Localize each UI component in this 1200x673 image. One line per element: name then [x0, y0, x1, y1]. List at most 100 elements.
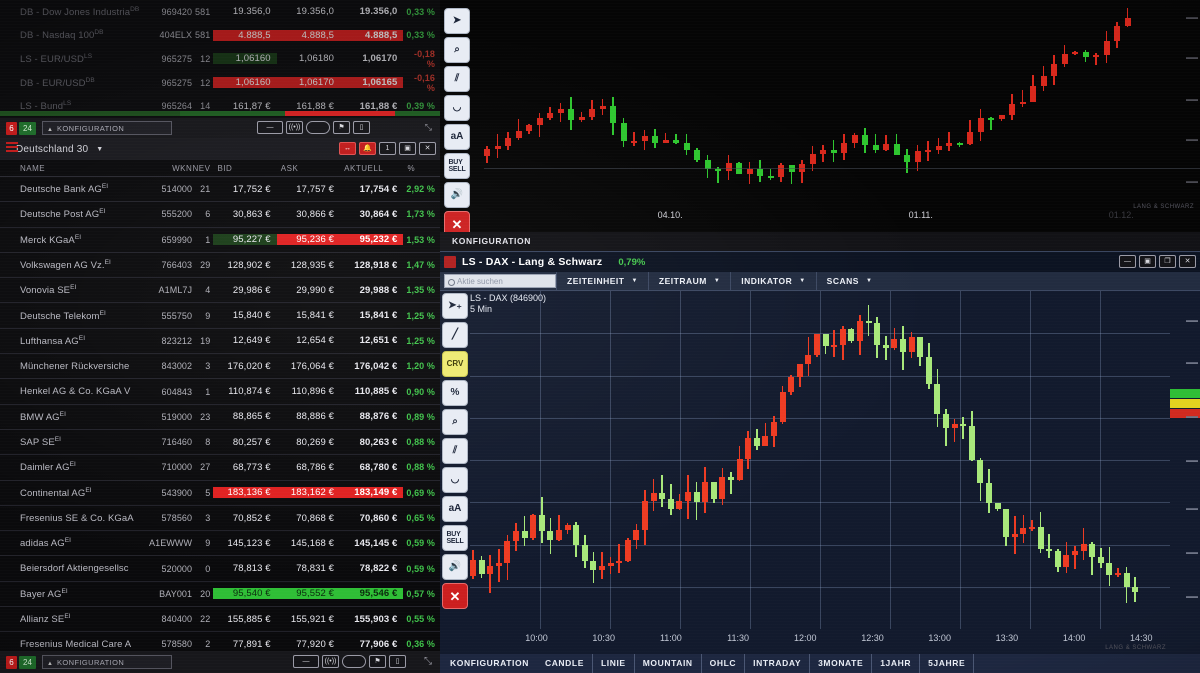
table-row[interactable]: Beiersdorf Aktiengesellsc 520000 0 78,813 €… — [0, 556, 440, 582]
table-row[interactable]: Daimler AGEI 710000 27 68,773 € 68,786 € 68,7… — [0, 455, 440, 481]
minimize-button-bottom[interactable]: — — [293, 655, 319, 668]
table-row[interactable]: BMW AGEI 519000 23 88,865 € 88,886 € 88,876 €… — [0, 405, 440, 430]
resize-handle-icon[interactable]: ⤡ — [424, 122, 432, 132]
table-row[interactable]: Lufthansa AGEI 823212 19 12,649 € 12,654 € 12… — [0, 329, 440, 355]
column-header[interactable]: WKN — [172, 163, 193, 173]
cursor-plus-icon[interactable]: ➤₊ — [442, 293, 468, 319]
top-chart-plot[interactable] — [484, 0, 1200, 205]
flag-icon-bottom[interactable]: ⚑ — [369, 655, 386, 668]
expand-h-button[interactable]: ↔ — [339, 142, 356, 155]
parallel-lines-icon[interactable]: ⫽ — [444, 66, 470, 92]
table-row[interactable]: DB - Dow Jones IndustriaDB 969420 581 19.35… — [0, 0, 440, 24]
table-row[interactable]: SAP SEEI 716460 8 80,257 € 80,269 € 80,263 € 0… — [0, 430, 440, 456]
resize-handle-icon-bottom[interactable]: ⤡ — [424, 656, 432, 667]
signal-button-bottom[interactable]: ((•)) — [322, 655, 339, 668]
status-item-5jahre[interactable]: 5JAHRE — [920, 654, 975, 673]
trendline-icon[interactable]: ╱ — [442, 322, 468, 348]
table-row[interactable]: Fresenius SE & Co. KGaA 578560 3 70,852 € 70… — [0, 506, 440, 532]
buy-sell-icon[interactable]: BUY SELL — [444, 153, 470, 179]
table-row[interactable]: Continental AGEI 543900 5 183,136 €183,162 … — [0, 481, 440, 506]
table-row[interactable]: Deutsche Bank AGEI 514000 21 17,752 € 17,757… — [0, 177, 440, 203]
restore-button[interactable]: ▣ — [399, 142, 416, 155]
table-row[interactable]: DB - Nasdaq 100DB 404ELX 581 4.888,5 4.888,5… — [0, 24, 440, 48]
column-header[interactable]: NEV — [192, 163, 211, 173]
status-item-intraday[interactable]: INTRADAY — [745, 654, 811, 673]
row-wkn: 965264 — [161, 101, 193, 112]
konfiguration-button-top[interactable]: KONFIGURATION — [42, 121, 172, 137]
table-row[interactable]: LS - EUR/USDLS 965275 12 1,06160 1,06180 1,06… — [0, 47, 440, 71]
dax-minimize-button[interactable]: — — [1119, 255, 1136, 268]
column-header[interactable]: BID — [217, 163, 233, 173]
status-item-ohlc[interactable]: OHLC — [702, 654, 746, 673]
table-row[interactable]: DB - EUR/USDDB 965275 12 1,06160 1,06170 1,06… — [0, 71, 440, 95]
close-x-icon[interactable]: ✕ — [442, 583, 468, 609]
konfiguration-button-bottom[interactable]: KONFIGURATION — [42, 655, 172, 671]
watchlist-selector-bar[interactable]: Deutschland 30 ▼ ↔ 🔔 1 ▣ ✕ — [0, 138, 440, 160]
dropdown-zeitraum[interactable]: ZEITRAUM ▼ — [647, 271, 730, 291]
speaker-icon[interactable]: 🔊 — [442, 554, 468, 580]
device-icon-bottom[interactable]: ▯ — [389, 655, 406, 668]
column-header[interactable]: NAME — [20, 163, 46, 173]
column-header[interactable]: ASK — [280, 163, 299, 173]
table-row[interactable]: Deutsche TelekomEI 555750 9 15,840 € 15,841 … — [0, 303, 440, 329]
table-row[interactable]: adidas AGEI A1EWWW 9 145,123 € 145,168 € 145,… — [0, 531, 440, 557]
curve-icon[interactable]: ◡ — [442, 467, 468, 493]
yaxis-tick: ▬▬ — [1186, 506, 1198, 512]
magnifier-icon[interactable]: ⌕ — [444, 37, 470, 63]
table-row[interactable]: Allianz SEEI 840400 22 155,885 € 155,921 € 15… — [0, 607, 440, 633]
signal-button[interactable]: ((•)) — [286, 121, 303, 134]
magnifier-icon[interactable]: ⌕ — [442, 409, 468, 435]
minimize-button[interactable]: — — [257, 121, 283, 134]
dax-close-button[interactable]: ✕ — [1179, 255, 1196, 268]
toggle-pill[interactable] — [306, 121, 330, 134]
table-row[interactable]: Bayer AGEI BAY001 20 95,540 €95,552 €95,546… — [0, 582, 440, 608]
status-item-konfiguration[interactable]: KONFIGURATION — [450, 658, 529, 668]
status-item-1jahr[interactable]: 1JAHR — [872, 654, 921, 673]
flag-icon[interactable]: ⚑ — [333, 121, 350, 134]
dropdown-scans[interactable]: SCANS ▼ — [815, 271, 883, 291]
row-percent: 1,35 % — [406, 285, 435, 296]
text-aA-icon[interactable]: aA — [444, 124, 470, 150]
percent-icon[interactable]: % — [442, 380, 468, 406]
chevron-down-icon[interactable]: ▼ — [865, 277, 873, 284]
table-row[interactable]: LS - BundLS 965264 14 161,87 € 161,88 € 161,8… — [0, 94, 440, 118]
close-button[interactable]: ✕ — [419, 142, 436, 155]
bell-icon[interactable]: 🔔 — [359, 142, 376, 155]
crv-icon[interactable]: CRV — [442, 351, 468, 377]
dax-maximize-button[interactable]: ▣ — [1139, 255, 1156, 268]
status-item-candle[interactable]: CANDLE — [537, 654, 593, 673]
dax-restore-button[interactable]: ❐ — [1159, 255, 1176, 268]
parallel-lines-icon[interactable]: ⫽ — [442, 438, 468, 464]
curve-icon[interactable]: ◡ — [444, 95, 470, 121]
search-input[interactable]: Aktie suchen — [444, 274, 556, 288]
table-row[interactable]: Deutsche Post AGEI 555200 6 30,863 € 30,866 … — [0, 202, 440, 228]
dax-chart-plot[interactable] — [470, 291, 1170, 629]
device-icon[interactable]: ▯ — [353, 121, 370, 134]
chevron-down-icon[interactable]: ▼ — [631, 277, 638, 284]
table-row[interactable]: Volkswagen AG Vz.EI 766403 29 128,902 € 128,… — [0, 253, 440, 279]
candle-body — [538, 514, 545, 532]
status-item-mountain[interactable]: MOUNTAIN — [635, 654, 702, 673]
cursor-icon[interactable]: ➤ — [444, 8, 470, 34]
chevron-down-icon[interactable]: ▼ — [799, 277, 806, 284]
candle-body — [521, 530, 528, 538]
table-row[interactable]: Henkel AG & Co. KGaA V 604843 1 110,874 € 11… — [0, 379, 440, 405]
dropdown-zeiteinheit[interactable]: ZEITEINHEIT ▼ — [556, 271, 648, 291]
speaker-icon[interactable]: 🔊 — [444, 182, 470, 208]
column-header[interactable]: % — [407, 163, 416, 173]
buy-sell-icon[interactable]: BUY SELL — [442, 525, 468, 551]
top-chart-config-label[interactable]: KONFIGURATION — [440, 232, 1200, 251]
status-item-3monate[interactable]: 3MONATE — [810, 654, 873, 673]
status-item-linie[interactable]: LINIE — [593, 654, 635, 673]
chevron-down-icon[interactable]: ▼ — [713, 277, 721, 284]
chevron-down-icon[interactable]: ▼ — [96, 145, 104, 153]
table-row[interactable]: Münchener Rückversiche 843002 3 176,020 € 17… — [0, 354, 440, 380]
column-header[interactable]: AKTUELL — [344, 163, 384, 173]
table-row[interactable]: Merck KGaAEI 659990 1 95,227 €95,236 €95,23… — [0, 228, 440, 253]
table-row[interactable]: Vonovia SEEI A1ML7J 4 29,986 € 29,990 € 29,98… — [0, 278, 440, 304]
page-1-button[interactable]: 1 — [379, 142, 396, 155]
close-x-icon[interactable]: ✕ — [444, 211, 470, 232]
toggle-pill-bottom[interactable] — [342, 655, 366, 668]
text-aA-icon[interactable]: aA — [442, 496, 468, 522]
dropdown-indikator[interactable]: INDIKATOR ▼ — [730, 271, 815, 291]
